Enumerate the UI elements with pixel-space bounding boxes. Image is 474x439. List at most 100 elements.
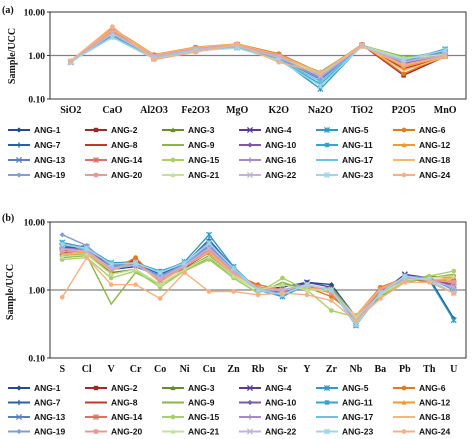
panel-a-legend-entry: ANG-16 <box>239 155 296 165</box>
panel-a-legend-label: ANG-23 <box>342 170 373 180</box>
panel-a-legend-label: ANG-20 <box>111 170 142 180</box>
panel-b-legend-entry: ANG-19 <box>8 427 65 437</box>
panel-a-legend-entry: ANG-12 <box>393 140 450 150</box>
panel-b-data-point <box>377 290 384 297</box>
panel-b-legend-entry: ANG-6 <box>393 383 446 393</box>
panel-a-data-point <box>442 54 448 59</box>
panel-a-data-point <box>68 58 74 64</box>
panel-b-data-point <box>157 269 164 276</box>
panel-a-x-tick-label: Al2O3 <box>140 105 168 116</box>
panel-a-legend-label: ANG-17 <box>342 155 373 165</box>
panel-b-legend-label: ANG-15 <box>188 412 219 422</box>
panel-b-data-point <box>451 273 457 279</box>
panel-a-legend-entry: ANG-2 <box>85 125 138 135</box>
panel-b-legend-marker <box>16 399 22 406</box>
panel-b-data-point <box>230 273 237 279</box>
panel-b-legend-entry: ANG-20 <box>85 427 142 437</box>
panel-b-data-point <box>133 255 138 260</box>
panel-b-legend-entry: ANG-8 <box>85 398 138 408</box>
panel-a-legend-entry: ANG-14 <box>85 155 142 165</box>
panel-b-series-ANG-24 <box>59 255 457 324</box>
panel-b-x-tick-label: Pb <box>399 364 411 375</box>
panel-b-data-point <box>402 279 408 285</box>
panel-a-legend-entry: ANG-7 <box>8 140 61 150</box>
panel-b-data-point <box>157 277 163 283</box>
panel-a-legend: ANG-1 ANG-2 ANG-3 ANG-4 ANG-5 ANG-6 ANG-7 ANG-8… <box>8 125 450 180</box>
panel-b-data-point <box>181 259 188 266</box>
panel-a-chart: (a) Sample/UCC 10.00 1.00 0.10 SiO2 CaO Al2O… <box>2 5 467 180</box>
panel-b-data-point <box>206 248 212 253</box>
panel-b-x-tick-label: U <box>450 364 457 375</box>
panel-a-legend-label: ANG-6 <box>419 125 446 135</box>
panel-b-legend-marker <box>93 385 99 391</box>
panel-b-legend-entry: ANG-11 <box>316 398 373 408</box>
panel-b-legend-label: ANG-16 <box>265 412 296 422</box>
panel-b-legend-entry: ANG-22 <box>239 427 296 437</box>
panel-a-legend-entry: ANG-3 <box>162 125 215 135</box>
panel-b-label: (b) <box>2 213 14 224</box>
panel-b-legend-label: ANG-1 <box>34 383 61 393</box>
panel-a-legend-label: ANG-11 <box>342 140 373 150</box>
panel-a-data-point <box>110 24 115 30</box>
panel-b-legend-label: ANG-21 <box>188 427 219 437</box>
panel-b-x-tick-label: Ni <box>180 364 190 375</box>
panel-b-legend-entry: ANG-2 <box>85 383 138 393</box>
panel-a-legend-label: ANG-22 <box>265 170 296 180</box>
panel-a-legend-entry: ANG-21 <box>162 170 219 180</box>
panel-a-legend-marker <box>247 142 253 148</box>
panel-a-x-tick-label: MgO <box>226 105 248 116</box>
panel-a-legend-marker <box>246 126 254 134</box>
panel-b-x-tick-label: Zn <box>227 364 240 375</box>
panel-b-data-point <box>84 255 90 260</box>
panel-b-data-point <box>451 268 457 274</box>
panel-a-legend-entry: ANG-24 <box>393 170 450 180</box>
panel-a-x-tick-label: K2O <box>269 105 290 116</box>
panel-b-data-point <box>353 318 359 324</box>
panel-b-legend-label: ANG-5 <box>342 383 369 393</box>
panel-a-data-point <box>317 75 323 81</box>
panel-a-legend-marker <box>246 171 254 179</box>
panel-b-x-tick-label: Co <box>154 364 166 375</box>
panel-b-x-tick-label: Zr <box>326 364 338 375</box>
panel-a-legend-marker <box>247 157 253 163</box>
panel-a-y-tick-label: 10.00 <box>24 9 46 19</box>
panel-a-x-tick-label: TiO2 <box>351 105 373 116</box>
panel-b-y-tick-label: 0.10 <box>28 355 45 365</box>
panel-a-legend-label: ANG-1 <box>34 125 61 135</box>
panel-a-legend-entry: ANG-5 <box>316 125 369 135</box>
panel-b-data-point <box>378 287 383 293</box>
panel-b-legend-label: ANG-11 <box>342 398 373 408</box>
panel-b-data-point <box>451 290 457 296</box>
panel-b-legend-entry: ANG-16 <box>239 412 296 422</box>
panel-b-data-point <box>206 253 212 259</box>
panel-b-data-point <box>328 282 335 288</box>
panel-b-data-point <box>329 294 334 299</box>
panel-a-legend-marker <box>93 172 99 178</box>
panel-b-y-axis-label: Sample/UCC <box>5 264 16 320</box>
panel-a-legend-entry: ANG-11 <box>316 140 373 150</box>
panel-a-x-tick-label: P2O5 <box>392 105 416 116</box>
panel-b-legend-entry: ANG-24 <box>393 427 450 437</box>
panel-b-legend-label: ANG-4 <box>265 383 292 393</box>
panel-a-legend-marker <box>170 172 176 178</box>
panel-b-series-line <box>62 233 455 327</box>
panel-b-data-point <box>426 279 432 285</box>
panel-b-legend-entry: ANG-1 <box>8 383 61 393</box>
panel-a-series-line <box>70 28 446 75</box>
panel-b-legend-label: ANG-20 <box>111 427 142 437</box>
panel-b-legend-marker <box>93 429 99 434</box>
panel-a-legend-label: ANG-21 <box>188 170 219 180</box>
panel-a-legend-entry: ANG-23 <box>316 170 373 180</box>
panel-b-data-point <box>59 241 66 248</box>
panel-b-data-point <box>157 273 163 279</box>
panel-b-y-tick-label: 1.00 <box>28 287 45 297</box>
panel-b-legend-label: ANG-9 <box>188 398 215 408</box>
panel-b-legend-label: ANG-12 <box>419 398 450 408</box>
panel-b-data-point <box>59 246 66 253</box>
panel-a-series-line <box>70 25 446 74</box>
panel-b-legend: ANG-1 ANG-2 ANG-3 ANG-4 ANG-5 ANG-6 ANG-7 ANG-8… <box>8 383 450 437</box>
panel-a-legend-label: ANG-3 <box>188 125 215 135</box>
panel-a-legend-marker <box>401 142 407 148</box>
panel-b-legend-label: ANG-18 <box>419 412 450 422</box>
panel-a-data-point <box>442 47 449 54</box>
